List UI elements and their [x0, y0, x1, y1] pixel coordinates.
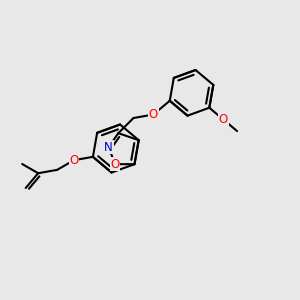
- Text: O: O: [69, 154, 79, 167]
- Text: O: O: [219, 113, 228, 126]
- Text: O: O: [110, 158, 120, 171]
- Text: N: N: [104, 141, 113, 154]
- Text: O: O: [149, 108, 158, 121]
